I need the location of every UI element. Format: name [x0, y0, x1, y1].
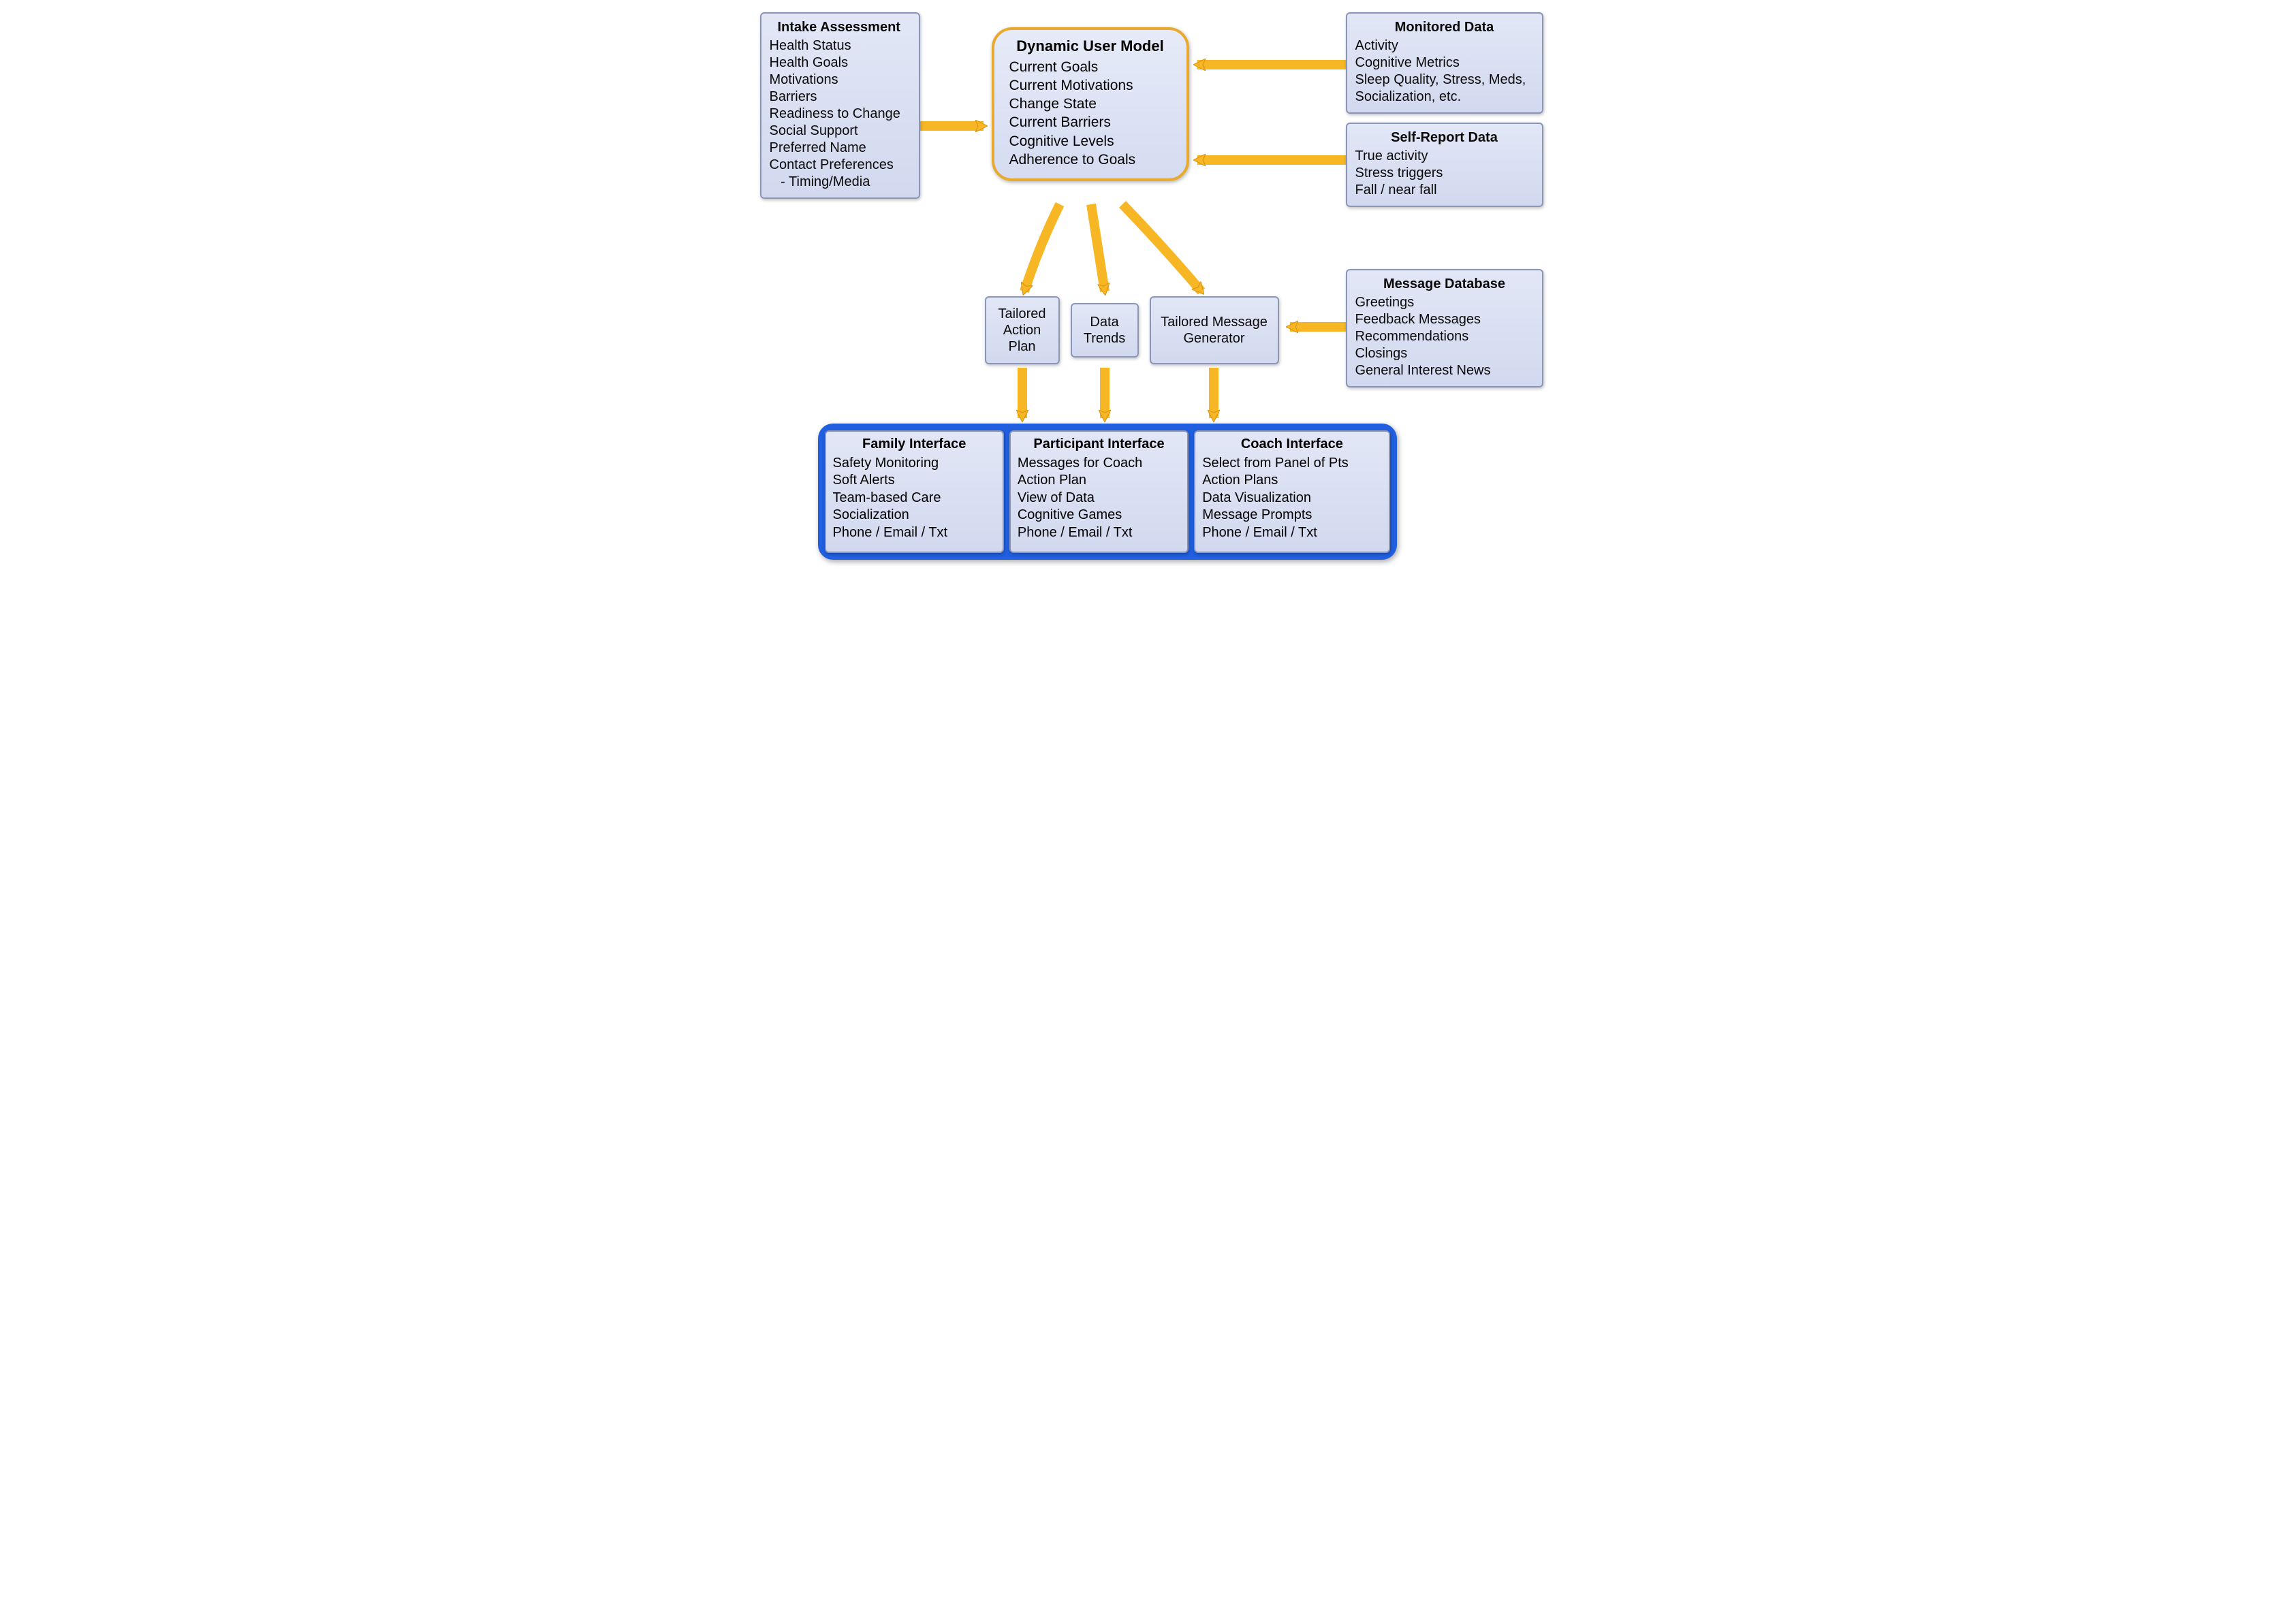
node-self-report-data: Self-Report Data True activity Stress tr… [1346, 123, 1543, 207]
diagram-canvas: Intake Assessment Health Status Health G… [740, 0, 1557, 572]
list-item: Socialization [833, 507, 996, 524]
panel-title: Coach Interface [1202, 436, 1381, 454]
list-item: Safety Monitoring [833, 455, 996, 473]
panel-title: Family Interface [833, 436, 996, 454]
list-item: Health Status [770, 37, 911, 54]
list-item: Message Prompts [1202, 507, 1381, 524]
node-items: Greetings Feedback Messages Recommendati… [1355, 294, 1534, 379]
list-item: Cognitive Games [1018, 507, 1180, 524]
list-item: Social Support [770, 123, 911, 140]
node-tailored-action-plan: Tailored Action Plan [985, 296, 1060, 364]
node-items: True activity Stress triggers Fall / nea… [1355, 148, 1534, 199]
node-label: Data Trends [1075, 314, 1135, 347]
arrow-center-to-trends [1091, 204, 1105, 291]
interfaces-container: Family Interface Safety Monitoring Soft … [818, 424, 1397, 560]
list-item: Readiness to Change [770, 106, 911, 123]
list-item: Phone / Email / Txt [1018, 524, 1180, 542]
list-item: Current Motivations [1009, 76, 1171, 95]
list-item: Select from Panel of Pts [1202, 455, 1381, 473]
node-label: Tailored Action Plan [989, 306, 1056, 355]
node-title: Dynamic User Model [1009, 37, 1171, 57]
node-title: Self-Report Data [1355, 129, 1534, 146]
list-item: Health Goals [770, 54, 911, 71]
node-label: Tailored Message Generator [1154, 314, 1275, 347]
list-item: Adherence to Goals [1009, 150, 1171, 169]
list-item: Sleep Quality, Stress, Meds, Socializati… [1355, 71, 1534, 106]
list-item: Cognitive Levels [1009, 132, 1171, 150]
list-item: Phone / Email / Txt [833, 524, 996, 542]
panel-items: Select from Panel of Pts Action Plans Da… [1202, 455, 1381, 542]
list-item: Data Visualization [1202, 490, 1381, 507]
list-item: True activity [1355, 148, 1534, 165]
list-item: Team-based Care [833, 490, 996, 507]
list-item: General Interest News [1355, 362, 1534, 379]
list-item: Phone / Email / Txt [1202, 524, 1381, 542]
node-message-database: Message Database Greetings Feedback Mess… [1346, 269, 1543, 387]
list-item: Motivations [770, 71, 911, 89]
node-title: Monitored Data [1355, 19, 1534, 36]
arrow-center-to-generator [1122, 204, 1201, 291]
list-item: Feedback Messages [1355, 311, 1534, 328]
list-item: Action Plans [1202, 472, 1381, 490]
arrow-center-to-plan [1024, 204, 1060, 291]
node-items: Health Status Health Goals Motivations B… [770, 37, 911, 191]
list-item: Fall / near fall [1355, 182, 1534, 199]
list-item: Cognitive Metrics [1355, 54, 1534, 71]
node-title: Message Database [1355, 276, 1534, 293]
panel-items: Messages for Coach Action Plan View of D… [1018, 455, 1180, 542]
list-item: Stress triggers [1355, 165, 1534, 182]
list-item: Activity [1355, 37, 1534, 54]
node-tailored-message-generator: Tailored Message Generator [1150, 296, 1279, 364]
panel-items: Safety Monitoring Soft Alerts Team-based… [833, 455, 996, 542]
node-intake-assessment: Intake Assessment Health Status Health G… [760, 12, 920, 199]
list-item: Current Goals [1009, 58, 1171, 76]
panel-coach-interface: Coach Interface Select from Panel of Pts… [1194, 430, 1389, 553]
list-item: View of Data [1018, 490, 1180, 507]
node-items: Activity Cognitive Metrics Sleep Quality… [1355, 37, 1534, 106]
node-data-trends: Data Trends [1071, 303, 1139, 357]
list-item: Greetings [1355, 294, 1534, 311]
list-item: Recommendations [1355, 328, 1534, 345]
list-item: Change State [1009, 95, 1171, 113]
node-dynamic-user-model: Dynamic User Model Current Goals Current… [992, 27, 1189, 181]
list-item: Closings [1355, 345, 1534, 362]
list-item: - Timing/Media [770, 174, 911, 191]
list-item: Preferred Name [770, 140, 911, 157]
node-title: Intake Assessment [770, 19, 911, 36]
list-item: Messages for Coach [1018, 455, 1180, 473]
list-item: Contact Preferences [770, 157, 911, 174]
panel-title: Participant Interface [1018, 436, 1180, 454]
panel-participant-interface: Participant Interface Messages for Coach… [1009, 430, 1189, 553]
node-items: Current Goals Current Motivations Change… [1009, 58, 1171, 170]
node-monitored-data: Monitored Data Activity Cognitive Metric… [1346, 12, 1543, 114]
list-item: Current Barriers [1009, 113, 1171, 131]
panel-family-interface: Family Interface Safety Monitoring Soft … [825, 430, 1004, 553]
list-item: Action Plan [1018, 472, 1180, 490]
list-item: Soft Alerts [833, 472, 996, 490]
list-item: Barriers [770, 89, 911, 106]
